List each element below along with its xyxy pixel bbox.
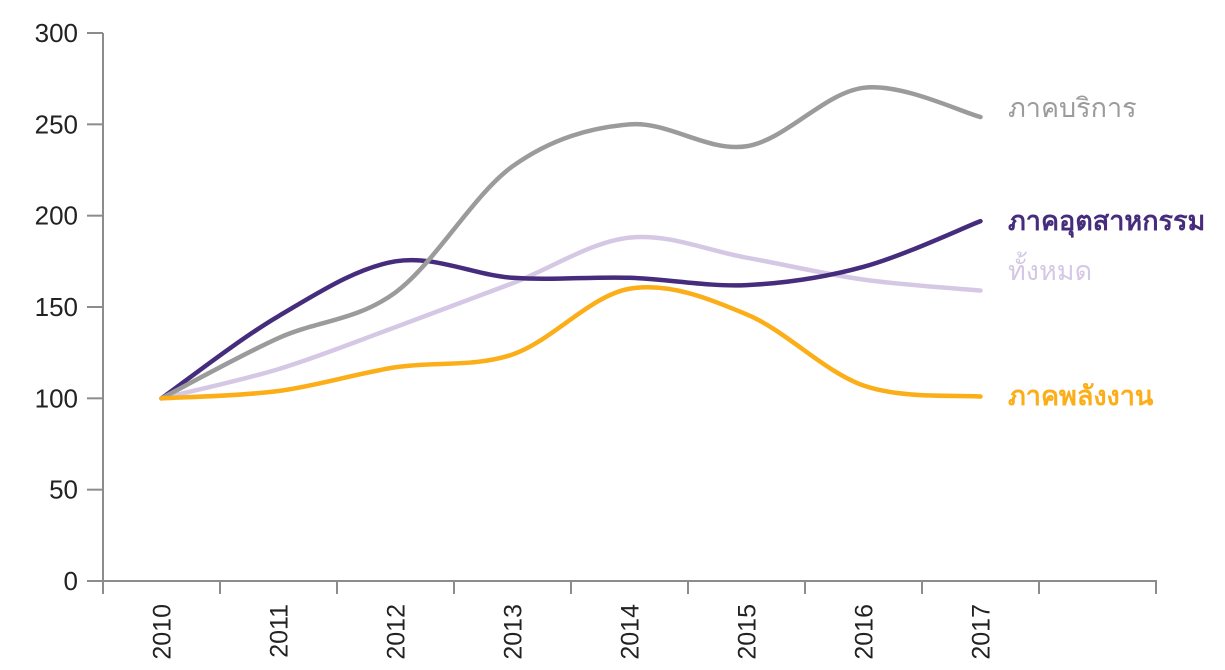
series-label-energy: ภาคพลังงาน — [1008, 380, 1154, 411]
x-tick-label: 2014 — [617, 604, 645, 660]
x-tick-label: 2013 — [500, 604, 528, 660]
series-line-services — [159, 85, 983, 401]
y-tick-label: 300 — [35, 18, 78, 48]
y-tick-label: 200 — [35, 201, 78, 231]
series-line-industry — [159, 218, 983, 401]
x-tick-label: 2016 — [851, 604, 879, 660]
series-line-total — [159, 234, 983, 401]
y-tick-label: 150 — [35, 292, 78, 322]
x-tick-label: 2012 — [383, 604, 411, 660]
y-tick-label: 250 — [35, 109, 78, 139]
x-tick-label: 2011 — [266, 604, 294, 658]
y-tick-label: 50 — [49, 475, 78, 505]
series-line-energy — [159, 284, 983, 401]
series-label-services: ภาคบริการ — [1008, 93, 1137, 124]
series-label-industry: ภาคอุตสาหกรรม — [1008, 206, 1206, 237]
x-tick-label: 2010 — [149, 604, 177, 660]
y-tick-label: 100 — [35, 383, 78, 413]
x-tick-label: 2017 — [968, 604, 996, 660]
series-label-total: ทั้งหมด — [1008, 255, 1093, 286]
x-tick-label: 2015 — [734, 604, 762, 660]
y-tick-label: 0 — [64, 566, 78, 596]
